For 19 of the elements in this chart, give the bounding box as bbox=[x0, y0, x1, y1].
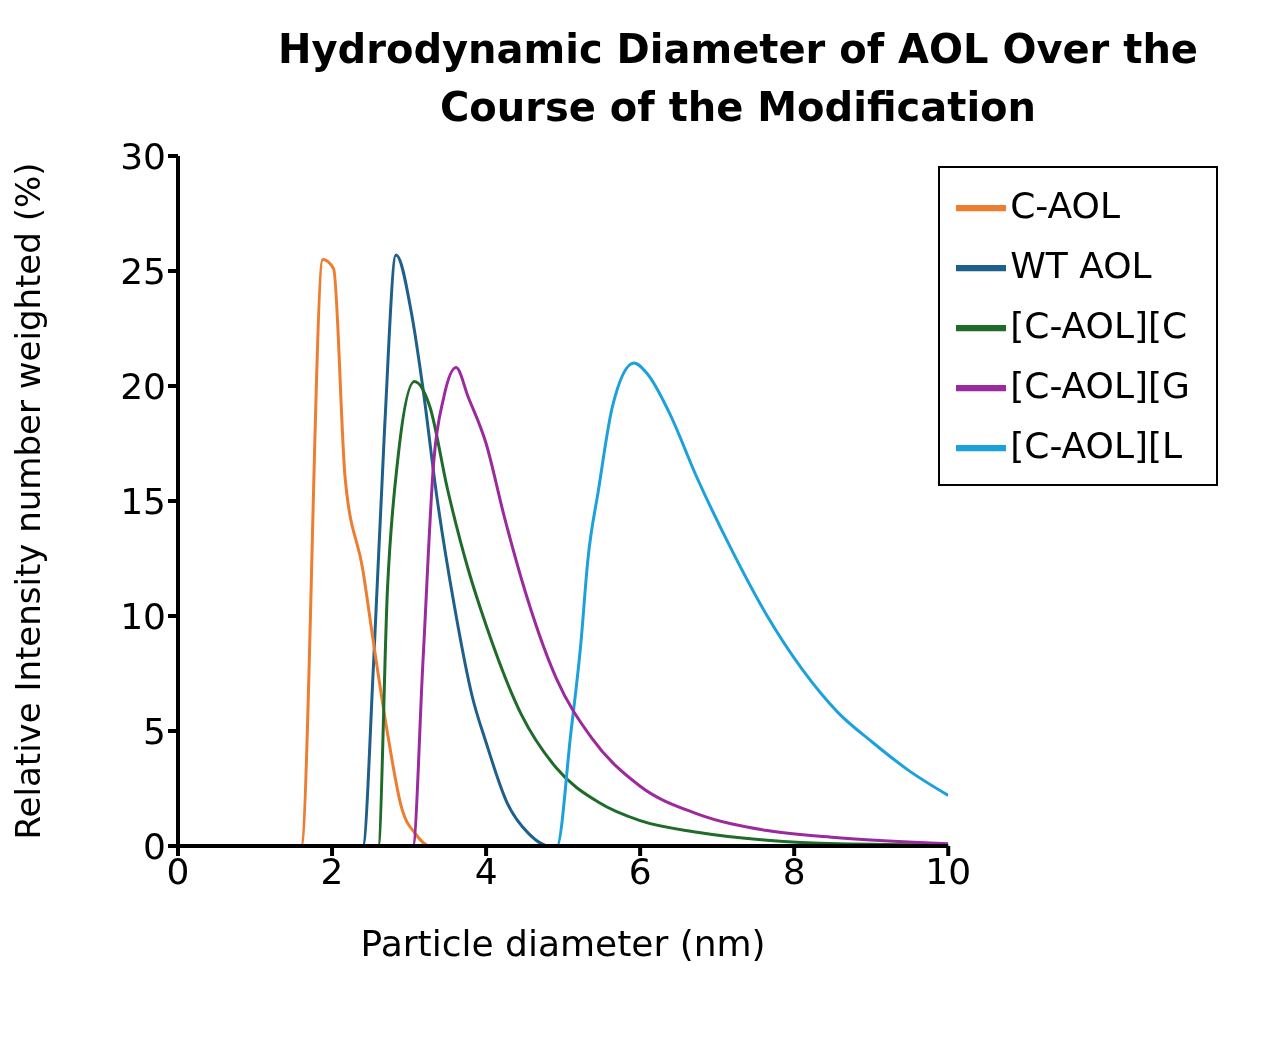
x-tick-label: 4 bbox=[474, 850, 498, 892]
x-tick-label: 2 bbox=[320, 850, 344, 892]
y-tick-label: 30 bbox=[120, 135, 166, 177]
chart-title: Hydrodynamic Diameter of AOL Over the Course of the Modification bbox=[277, 25, 1199, 132]
y-axis-title: Relative Intensity number weighted (%) bbox=[8, 162, 49, 840]
legend-label: WT AOL bbox=[1010, 245, 1152, 286]
x-tick-label: 8 bbox=[782, 850, 806, 892]
legend-label: [C-AOL][L bbox=[1010, 425, 1183, 466]
y-tick-label: 10 bbox=[120, 595, 166, 637]
y-tick-label: 5 bbox=[143, 710, 166, 752]
legend-label: C-AOL bbox=[1010, 185, 1120, 226]
x-axis-title: Particle diameter (nm) bbox=[360, 923, 766, 964]
legend-label: [C-AOL][C bbox=[1010, 305, 1188, 346]
y-tick-label: 25 bbox=[120, 250, 166, 292]
legend-label: [C-AOL][G bbox=[1010, 365, 1190, 406]
y-tick-label: 15 bbox=[120, 480, 166, 522]
x-tick-label: 10 bbox=[925, 850, 972, 892]
y-tick-label: 20 bbox=[120, 365, 166, 407]
x-tick-label: 6 bbox=[628, 850, 652, 892]
